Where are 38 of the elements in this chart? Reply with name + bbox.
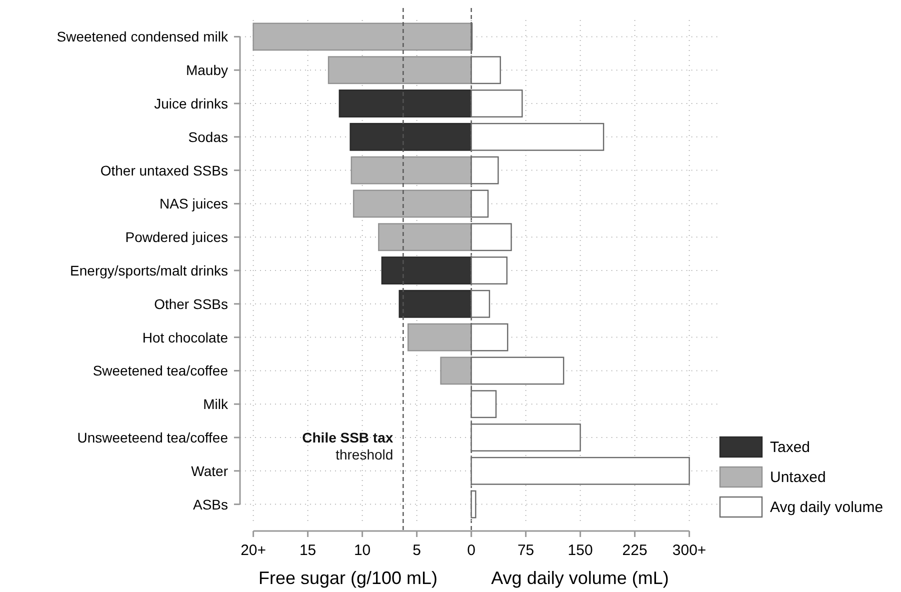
- legend-label: Avg daily volume: [770, 499, 884, 516]
- bar: [470, 56, 501, 84]
- ref-line-label: Chile SSB tax threshold: [302, 430, 394, 462]
- x-axis-title: Free sugar (g/100 mL): [258, 568, 438, 588]
- y-tick-label: Other untaxed SSBs: [100, 162, 228, 178]
- bar: [470, 456, 690, 485]
- y-tick-label: ASBs: [192, 496, 228, 512]
- x-tick-label: 20+: [240, 542, 266, 559]
- y-tick-label: Juice drinks: [154, 96, 228, 112]
- y-tick-label: Sweetened tea/coffee: [92, 362, 228, 379]
- x-tick-label: 75: [517, 542, 534, 559]
- y-tick-label: Powdered juices: [125, 229, 228, 246]
- bar: [470, 390, 497, 418]
- x-tick-label: 225: [622, 542, 648, 559]
- bar: [470, 424, 581, 452]
- bar: [470, 156, 499, 184]
- y-tick-label: Unsweeteend tea/coffee: [77, 430, 228, 446]
- y-tick-label: NAS juices: [160, 196, 228, 212]
- y-tick-label: Water: [191, 462, 228, 479]
- y-tick-label: Sweetened condensed milk: [56, 28, 229, 45]
- x-tick-label: 300+: [672, 542, 706, 559]
- bar: [470, 190, 489, 218]
- y-tick-label: Mauby: [186, 62, 228, 78]
- x-axis-title: Avg daily volume (mL): [491, 568, 669, 588]
- x-tick-label: 0: [467, 542, 476, 559]
- x-tick-label: 10: [354, 542, 371, 559]
- x-tick-label: 150: [568, 542, 593, 559]
- x-tick-label: 5: [412, 542, 421, 559]
- legend-label: Untaxed: [770, 469, 826, 486]
- legend-label: Taxed: [770, 439, 810, 456]
- y-tick-label: Energy/sports/malt drinks: [70, 262, 228, 278]
- y-tick-label: Hot chocolate: [142, 329, 228, 346]
- x-tick-label: 15: [299, 542, 316, 559]
- y-tick-label: Other SSBs: [154, 296, 228, 312]
- bar: [470, 290, 490, 318]
- y-tick-label: Sodas: [188, 128, 228, 145]
- y-tick-label: Milk: [203, 396, 229, 412]
- bar: [470, 490, 476, 518]
